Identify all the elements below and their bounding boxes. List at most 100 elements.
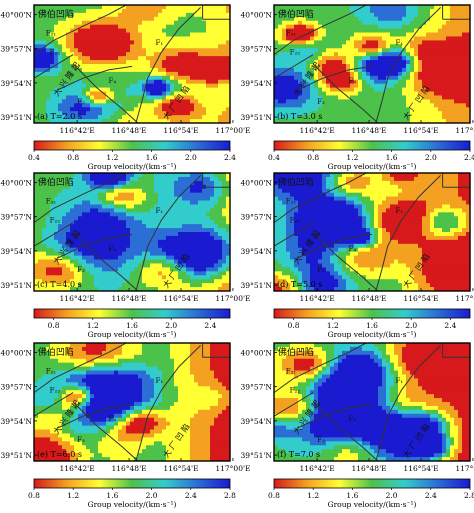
heatmap-cell [54, 115, 59, 120]
heatmap-cell [182, 119, 187, 124]
heatmap-cell [70, 107, 75, 112]
heatmap-cell [110, 271, 115, 276]
heatmap-cell [118, 243, 123, 249]
heatmap-cell [186, 48, 191, 53]
heatmap-cell [90, 279, 95, 284]
heatmap-cell [186, 208, 191, 213]
panel-label: (b) T=3.0 s [277, 112, 322, 121]
heatmap-cell [366, 24, 371, 29]
heatmap-cell [218, 239, 223, 245]
heatmap-cell [290, 188, 295, 194]
heatmap-cell [218, 5, 223, 10]
heatmap-cell [118, 220, 123, 225]
heatmap-cell [374, 28, 379, 33]
heatmap-cell [186, 44, 191, 49]
heatmap-cell [206, 91, 211, 96]
heatmap-cell [106, 52, 111, 57]
heatmap-cell [94, 32, 99, 37]
heatmap-cell [202, 208, 207, 213]
heatmap-cell [142, 16, 147, 22]
heatmap-cell [170, 235, 175, 241]
heatmap-cell [154, 115, 159, 120]
heatmap-cell [182, 283, 187, 288]
heatmap-cell [106, 24, 111, 29]
heatmap-cell [214, 216, 219, 221]
heatmap-cell [46, 20, 51, 26]
heatmap-cell [394, 44, 399, 49]
heatmap-cell [278, 32, 283, 37]
heatmap-cell [130, 255, 135, 260]
heatmap-cell [74, 20, 79, 26]
heatmap-cell [162, 200, 167, 205]
heatmap-cell [174, 200, 179, 205]
heatmap-cell [98, 32, 103, 37]
heatmap-cell [74, 87, 79, 92]
heatmap-cell [290, 71, 295, 77]
heatmap-cell [222, 75, 227, 81]
heatmap-cell [166, 67, 171, 73]
heatmap-cell [314, 173, 319, 178]
heatmap-cell [178, 263, 183, 268]
heatmap-cell [210, 107, 215, 112]
heatmap-cell [210, 95, 215, 100]
heatmap-cell [198, 83, 203, 88]
heatmap-cell [318, 220, 323, 225]
heatmap-cell [194, 44, 199, 49]
heatmap-cell [198, 267, 203, 272]
heatmap-cell [202, 12, 207, 18]
heatmap-cell [146, 16, 151, 22]
heatmap-cell [306, 251, 311, 256]
heatmap-cell [446, 75, 451, 81]
heatmap-cell [358, 103, 363, 108]
heatmap-cell [294, 5, 299, 10]
heatmap-cell [122, 56, 127, 61]
heatmap-cell [178, 271, 183, 276]
y-tick-label: 39°54'N [1, 79, 33, 88]
heatmap-cell [390, 99, 395, 104]
heatmap-cell [274, 239, 279, 245]
heatmap-cell [142, 75, 147, 81]
heatmap-cell [90, 224, 95, 229]
heatmap-cell [358, 36, 363, 41]
region-label: 佛伯凹陷 [278, 8, 314, 20]
heatmap-cell [426, 12, 431, 18]
heatmap-cell [178, 115, 183, 120]
heatmap-cell [110, 275, 115, 280]
heatmap-cell [282, 67, 287, 73]
heatmap-cell [306, 52, 311, 57]
heatmap-cell [118, 283, 123, 288]
heatmap-cell [98, 119, 103, 124]
heatmap-cell [134, 212, 139, 217]
heatmap-cell [226, 5, 231, 10]
heatmap-cell [62, 204, 67, 209]
heatmap-cell [102, 243, 107, 249]
heatmap-cell [102, 255, 107, 260]
heatmap-cell [462, 48, 467, 53]
heatmap-cell [214, 60, 219, 65]
heatmap-cell [282, 176, 287, 182]
heatmap-cell [150, 24, 155, 29]
heatmap-cell [34, 216, 39, 221]
heatmap-cell [138, 12, 143, 18]
heatmap-cell [386, 48, 391, 53]
heatmap-cell [198, 8, 203, 14]
heatmap-cell [66, 79, 71, 85]
heatmap-cell [294, 216, 299, 221]
heatmap-cell [66, 173, 71, 178]
heatmap-cell [390, 5, 395, 10]
heatmap-cell [278, 115, 283, 120]
heatmap-cell [430, 60, 435, 65]
colorbar-tick-label: 1.6 [386, 153, 398, 162]
heatmap-cell [218, 180, 223, 186]
heatmap-cell [294, 251, 299, 256]
heatmap-cell [366, 107, 371, 112]
heatmap-cell [126, 60, 131, 65]
heatmap-cell [110, 243, 115, 249]
heatmap-cell [114, 275, 119, 280]
heatmap-cell [366, 60, 371, 65]
heatmap-cell [194, 192, 199, 197]
heatmap-cell [186, 5, 191, 10]
heatmap-cell [274, 196, 279, 201]
heatmap-cell [458, 75, 463, 81]
heatmap-cell [222, 251, 227, 256]
